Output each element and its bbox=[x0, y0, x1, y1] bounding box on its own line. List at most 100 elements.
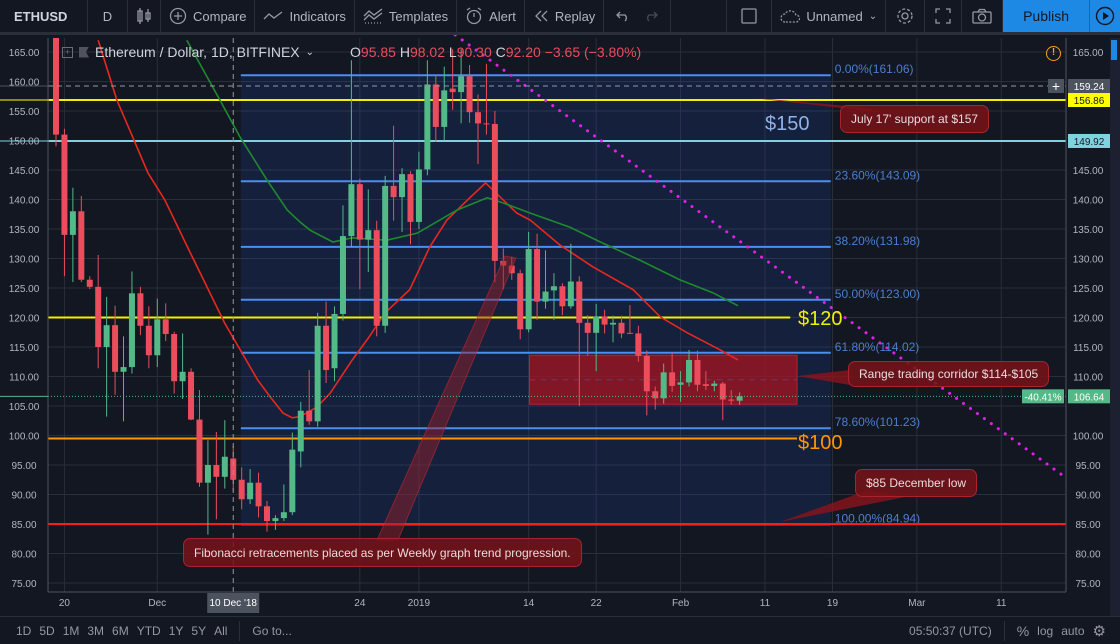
candle-up bbox=[204, 465, 211, 483]
candle-up bbox=[128, 293, 135, 368]
time-tick: 11 bbox=[760, 598, 771, 609]
interval-button[interactable]: D bbox=[88, 0, 128, 32]
time-tick: 22 bbox=[591, 598, 603, 609]
crosshair: + bbox=[48, 38, 1066, 592]
left-price-tick: 95.00 bbox=[11, 461, 36, 472]
candle-down bbox=[517, 273, 524, 330]
candle-down bbox=[230, 458, 237, 480]
alert-button[interactable]: Alert bbox=[457, 0, 525, 32]
price-text-120[interactable]: $120 bbox=[798, 308, 843, 330]
right-price-tick: 100.00 bbox=[1073, 432, 1104, 443]
descending-trendline[interactable] bbox=[453, 33, 1068, 480]
horizontal-lines[interactable] bbox=[48, 99, 1066, 525]
fullscreen-button[interactable] bbox=[925, 0, 963, 32]
candle-down bbox=[95, 286, 102, 347]
range-all[interactable]: All bbox=[214, 623, 228, 638]
left-price-tick: 135.00 bbox=[9, 225, 40, 236]
undo-icon[interactable] bbox=[616, 10, 630, 22]
replay-button[interactable]: Replay bbox=[525, 0, 605, 32]
candle-up bbox=[542, 291, 549, 302]
candle-up bbox=[339, 236, 346, 314]
candle-up bbox=[247, 482, 254, 500]
left-price-tick: 140.00 bbox=[9, 196, 40, 207]
warning-icon[interactable]: ! bbox=[1046, 46, 1061, 61]
price-text-100[interactable]: $100 bbox=[798, 432, 843, 454]
select-layout-button[interactable] bbox=[726, 0, 773, 32]
axes[interactable]: 165.00 165.00 160.00 155.00 150.00 145.00 145.… bbox=[0, 38, 1110, 613]
right-price-tick: 165.00 bbox=[1073, 48, 1104, 59]
candle-down bbox=[618, 322, 625, 334]
time-tick: 11 bbox=[996, 598, 1007, 609]
change-value: −3.65 (−3.80%) bbox=[544, 44, 642, 60]
range-3m[interactable]: 3M bbox=[87, 623, 105, 638]
indicators-button[interactable]: Indicators bbox=[255, 0, 355, 32]
range-1m[interactable]: 1M bbox=[62, 623, 80, 638]
candle-down bbox=[356, 184, 363, 240]
time-tick: 14 bbox=[523, 598, 535, 609]
percent-change-bg bbox=[1022, 389, 1064, 404]
right-price-tick: 115.00 bbox=[1073, 343, 1103, 354]
candle-down bbox=[719, 383, 726, 400]
fibonacci-note-callout[interactable]: Fibonacci retracements placed as per Wee… bbox=[183, 538, 582, 567]
range-ytd[interactable]: YTD bbox=[136, 623, 161, 638]
percent-toggle[interactable]: % bbox=[1016, 622, 1030, 639]
series-title[interactable]: Ethereum / Dollar, 1D, BITFINEX bbox=[95, 44, 300, 60]
indicators-label: Indicators bbox=[289, 8, 346, 24]
play-button[interactable] bbox=[1090, 0, 1120, 32]
top-toolbar: ETHUSD D Compare Indicators Templates Al… bbox=[0, 0, 1120, 35]
bottom-toolbar: 1D 5D 1M 3M 6M YTD 1Y 5Y All Go to... 05… bbox=[0, 616, 1120, 644]
symbol-search[interactable]: ETHUSD bbox=[0, 0, 88, 32]
left-price-axis[interactable] bbox=[0, 38, 48, 592]
range-5d[interactable]: 5D bbox=[39, 623, 55, 638]
auto-toggle[interactable]: auto bbox=[1061, 623, 1085, 638]
clock[interactable]: 05:50:37 (UTC) bbox=[909, 623, 992, 638]
candle-down bbox=[264, 506, 270, 522]
fib-level-label: 78.60%(101.23) bbox=[835, 415, 920, 429]
left-price-tick: 75.00 bbox=[11, 579, 36, 590]
range-6m[interactable]: 6M bbox=[112, 623, 129, 638]
snapshot-button[interactable] bbox=[962, 0, 1004, 32]
chart-type-button[interactable] bbox=[128, 0, 161, 32]
december-low-callout[interactable]: $85 December low bbox=[855, 469, 978, 497]
range-corridor-callout[interactable]: Range trading corridor $114-$105 bbox=[848, 361, 1050, 387]
templates-label: Templates bbox=[388, 8, 449, 24]
templates-button[interactable]: Templates bbox=[355, 0, 458, 32]
alert-label: Alert bbox=[489, 8, 516, 24]
chevron-down-icon[interactable]: ⌄ bbox=[305, 46, 315, 58]
replay-label: Replay bbox=[554, 8, 596, 24]
candle-down bbox=[78, 211, 85, 280]
range-1y[interactable]: 1Y bbox=[168, 623, 184, 638]
divider bbox=[239, 620, 241, 641]
chevron-down-icon: ⌄ bbox=[868, 10, 878, 22]
redo-icon[interactable] bbox=[644, 10, 659, 22]
log-toggle[interactable]: log bbox=[1037, 623, 1054, 638]
right-price-axis[interactable] bbox=[1066, 38, 1110, 592]
range-5y[interactable]: 5Y bbox=[191, 623, 207, 638]
crosshair-price-label-bg bbox=[1068, 78, 1110, 93]
price-text-150[interactable]: $150 bbox=[765, 113, 810, 135]
gear-icon[interactable]: ⚙ bbox=[1092, 622, 1106, 640]
candle-up bbox=[711, 383, 718, 386]
compare-button[interactable]: Compare bbox=[161, 0, 256, 32]
layout-name-button[interactable]: Unnamed ⌄ bbox=[772, 0, 887, 32]
crosshair-plus-button[interactable] bbox=[1048, 78, 1064, 93]
candle-up bbox=[280, 512, 287, 519]
candle-up bbox=[610, 322, 617, 325]
settings-button[interactable] bbox=[886, 0, 926, 32]
scroll-thumb[interactable] bbox=[1111, 40, 1117, 60]
time-tick: 20 bbox=[59, 598, 71, 609]
left-price-tick: 90.00 bbox=[11, 491, 36, 502]
candle-up bbox=[297, 410, 304, 452]
trendline[interactable] bbox=[453, 33, 1068, 480]
goto-button[interactable]: Go to... bbox=[252, 623, 292, 638]
publish-button[interactable]: Publish bbox=[1003, 0, 1090, 32]
left-price-tick: 125.00 bbox=[9, 284, 40, 295]
left-price-tick: 85.00 bbox=[11, 520, 36, 531]
right-scrollbar[interactable] bbox=[1110, 38, 1120, 616]
flag-icon[interactable] bbox=[79, 46, 89, 58]
crosshair-date-bg bbox=[207, 593, 260, 613]
range-1d[interactable]: 1D bbox=[16, 623, 32, 638]
undo-redo bbox=[604, 0, 672, 32]
legend-toggle-icon[interactable]: + bbox=[62, 46, 73, 58]
july-support-callout[interactable]: July 17' support at $157 bbox=[840, 105, 990, 133]
